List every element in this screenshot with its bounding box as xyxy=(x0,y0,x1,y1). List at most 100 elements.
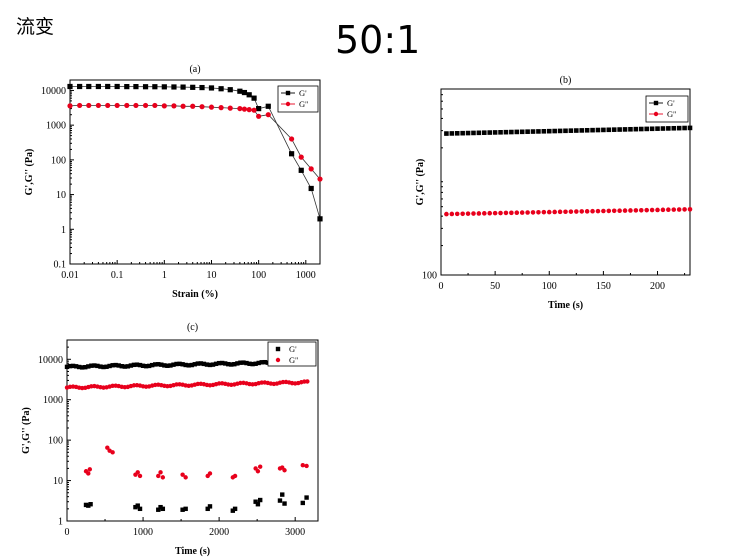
panel-a-xlabel: Strain (%) xyxy=(172,289,218,300)
panel-b-chart: (b) Time (s) G',G'' (Pa) 0 50 100 150 200 100 G'G… xyxy=(415,75,693,311)
panel-c-data-point xyxy=(282,468,287,473)
panel-c-data-point xyxy=(232,506,238,512)
panel-b-data-point xyxy=(563,128,568,134)
panel-b-data-point xyxy=(519,210,525,215)
panel-b-legend-label: G'' xyxy=(667,109,677,119)
panel-b-xtick-label: 150 xyxy=(596,281,611,292)
panel-c-data-point xyxy=(204,362,210,367)
panel-c-data-point xyxy=(300,500,305,506)
panel-c-data-point xyxy=(232,361,237,367)
panel-a-data-point xyxy=(218,86,224,92)
panel-b-data-point xyxy=(557,209,563,215)
panel-a-series-line xyxy=(70,86,321,219)
panel-c-ytick-label: 1000 xyxy=(43,395,63,406)
panel-a-data-point xyxy=(256,105,262,112)
panel-b-data-point xyxy=(557,128,563,134)
panel-a-data-point xyxy=(237,105,243,112)
panel-c-data-point xyxy=(76,364,82,370)
panel-b-data-point xyxy=(655,207,660,213)
ratio-title: 50:1 xyxy=(335,18,421,62)
panel-b-data-point xyxy=(460,130,465,136)
panel-b-data-point xyxy=(552,128,557,134)
panel-b-data-point xyxy=(530,129,536,134)
panel-b-data-point xyxy=(595,208,601,214)
panel-a-data-point xyxy=(208,104,215,110)
panel-c-data-point xyxy=(64,364,70,370)
panel-c-data-point xyxy=(168,363,173,368)
panel-a-data-point xyxy=(251,95,257,101)
panel-a-xtick-label: 10 xyxy=(206,270,216,281)
panel-a-data-point xyxy=(152,102,158,109)
panel-b-data-point xyxy=(671,125,677,131)
panel-c-data-point xyxy=(250,361,255,367)
panel-a-data-point xyxy=(190,84,196,90)
panel-b-data-point xyxy=(579,209,585,214)
panel-c-data-point xyxy=(149,362,155,368)
panel-a-data-point xyxy=(298,167,304,173)
panel-b-data-point xyxy=(514,210,520,216)
panel-a-data-point xyxy=(190,103,196,109)
panel-c-data-point xyxy=(180,472,185,477)
panel-c-data-point xyxy=(235,361,240,366)
panel-a-data-point xyxy=(161,103,167,109)
panel-b-xlabel: Time (s) xyxy=(548,300,583,311)
panel-c-data-point xyxy=(280,492,285,497)
panel-c-data-point xyxy=(156,362,161,367)
panel-b-data-point xyxy=(449,211,455,217)
panel-c-data-point xyxy=(160,475,166,480)
panel-c-data-point xyxy=(207,471,213,476)
panel-c-data-point xyxy=(113,362,118,368)
panel-c-frame xyxy=(66,339,319,522)
panel-c-data-point xyxy=(98,364,103,369)
panel-a-data-point xyxy=(95,83,101,90)
panel-b-legend-marker xyxy=(653,100,659,106)
panel-b-data-point xyxy=(622,127,628,132)
panel-c-data-point xyxy=(67,363,73,369)
panel-a-ytick-label: 0.1 xyxy=(54,260,67,271)
panel-b-data-point xyxy=(644,126,649,132)
panel-a-legend-label: G' xyxy=(299,88,307,98)
panel-c-ytick-label: 1 xyxy=(58,517,63,528)
panel-b-data-point xyxy=(454,211,460,217)
panel-a-legend-label: G'' xyxy=(299,99,309,109)
panel-c-data-point xyxy=(183,475,188,480)
panel-c-data-point xyxy=(174,361,179,367)
panel-b-data-point xyxy=(546,209,552,215)
panel-c-data-point xyxy=(104,364,109,369)
panel-a-data-point xyxy=(246,92,252,98)
panel-b-data-point xyxy=(628,208,633,213)
panel-b-data-point xyxy=(666,126,671,131)
panel-b-data-point xyxy=(503,210,509,216)
panel-b-data-point xyxy=(530,210,536,215)
panel-b-series-g-prime xyxy=(444,125,693,136)
panel-c-data-point xyxy=(86,364,91,369)
panel-b-data-point xyxy=(617,127,622,132)
panel-a-series-line xyxy=(69,105,321,180)
panel-b-data-point xyxy=(638,207,644,213)
panel-b-ytick-label: 100 xyxy=(422,271,437,282)
panel-a-ytick-label: 10 xyxy=(56,190,66,201)
panel-a-legend-marker xyxy=(285,90,291,96)
panel-c-data-point xyxy=(116,363,121,368)
panel-a-data-point xyxy=(308,185,314,192)
panel-c-legend-label: G'' xyxy=(289,355,299,365)
panel-b-data-point xyxy=(563,209,568,215)
panel-b-data-point xyxy=(687,207,693,212)
panel-b-data-point xyxy=(601,208,606,214)
panel-b-data-point xyxy=(574,128,579,133)
panel-b-xtick-label: 100 xyxy=(542,281,557,292)
panel-c-data-point xyxy=(201,361,207,367)
panel-a-ytick-label: 1000 xyxy=(46,121,66,132)
panel-b-data-point xyxy=(633,126,639,132)
panel-c-data-point xyxy=(244,360,249,366)
panel-c-data-point xyxy=(80,365,85,370)
panel-c-data-point xyxy=(171,362,176,367)
panel-b-data-point xyxy=(498,210,503,216)
panel-c-data-point xyxy=(156,507,161,512)
panel-b-data-point xyxy=(487,130,493,135)
panel-b-xtick-label: 0 xyxy=(439,281,444,292)
panel-c-data-point xyxy=(107,363,112,369)
panel-b-legend-marker xyxy=(653,111,659,117)
panel-c-data-point xyxy=(213,361,219,367)
panel-a-data-point xyxy=(152,84,158,90)
